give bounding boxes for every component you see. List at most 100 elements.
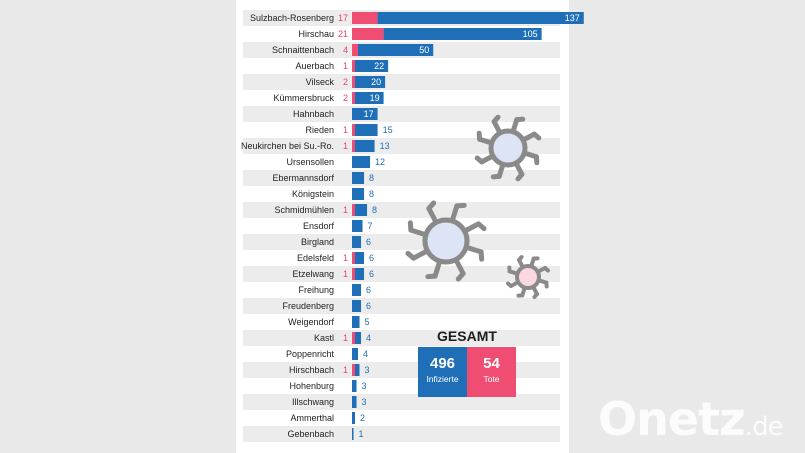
category-label: Freudenberg [282, 301, 334, 311]
category-label: Illschwang [292, 397, 334, 407]
row-stripe [243, 266, 560, 282]
row-stripe [243, 106, 560, 122]
value-label-dead: 1 [343, 365, 348, 375]
category-label: Neukirchen bei Su.-Ro. [241, 141, 334, 151]
value-label-infected: 137 [565, 13, 580, 23]
dead-total-tile: 54 Tote [467, 347, 516, 397]
value-label-dead: 2 [343, 77, 348, 87]
value-label-infected: 13 [380, 141, 390, 151]
category-label: Kastl [314, 333, 334, 343]
bar-infected [355, 92, 384, 104]
value-label-infected: 7 [368, 221, 373, 231]
value-label-infected: 4 [366, 333, 371, 343]
bar-infected [352, 300, 362, 312]
bar-infected [355, 60, 389, 72]
bar-infected [352, 220, 363, 232]
category-label: Rieden [305, 125, 334, 135]
value-label-dead: 17 [338, 13, 348, 23]
value-label-dead: 2 [343, 93, 348, 103]
bar-infected [355, 268, 365, 280]
bar-infected [352, 284, 362, 296]
value-label-infected: 6 [366, 237, 371, 247]
value-label-dead: 21 [338, 29, 348, 39]
category-label: Etzelwang [292, 269, 334, 279]
total-summary: GESAMT 496 Infizierte 54 Tote [418, 328, 516, 397]
bar-infected [355, 252, 365, 264]
infected-total-label: Infizierte [426, 374, 459, 384]
category-label: Weigendorf [288, 317, 334, 327]
category-label: Schnaittenbach [272, 45, 334, 55]
bar-infected [355, 204, 368, 216]
bar-dead [352, 204, 355, 216]
virus-icon [506, 255, 550, 299]
bar-infected [355, 364, 360, 376]
row-stripe [243, 170, 560, 186]
bar-infected [352, 108, 378, 120]
category-label: Hirschbach [289, 365, 334, 375]
infected-total-tile: 496 Infizierte [418, 347, 467, 397]
bar-infected [352, 188, 365, 200]
row-stripe [243, 330, 560, 346]
bar-infected [355, 332, 362, 344]
value-label-infected: 1 [359, 429, 364, 439]
value-label-dead: 1 [343, 269, 348, 279]
bar-infected [383, 28, 542, 40]
category-label: Ursensollen [286, 157, 334, 167]
virus-decorations [405, 114, 550, 299]
bar-infected [352, 236, 362, 248]
category-label: Auerbach [295, 61, 334, 71]
category-label: Gebenbach [287, 429, 334, 439]
row-stripe [243, 298, 560, 314]
value-label-infected: 17 [364, 109, 374, 119]
value-label-infected: 105 [523, 29, 538, 39]
category-label: Hohenburg [289, 381, 334, 391]
value-label-dead: 1 [343, 61, 348, 71]
value-label-infected: 15 [383, 125, 393, 135]
bar-dead [352, 76, 356, 88]
bar-infected [352, 172, 365, 184]
onetz-watermark-logo: Onetz.de [598, 392, 784, 446]
value-label-infected: 22 [374, 61, 384, 71]
value-label-dead: 1 [343, 253, 348, 263]
value-label-infected: 8 [369, 173, 374, 183]
bar-infected [352, 316, 360, 328]
bar-infected [352, 396, 357, 408]
dead-total-label: Tote [483, 374, 500, 384]
bar-dead [352, 12, 378, 24]
category-label: Freihung [298, 285, 334, 295]
value-label-infected: 6 [369, 253, 374, 263]
bar-infected [352, 380, 357, 392]
row-stripe [243, 202, 560, 218]
dead-total-value: 54 [483, 355, 500, 372]
value-label-infected: 5 [365, 317, 370, 327]
value-label-dead: 1 [343, 141, 348, 151]
value-label-infected: 8 [369, 189, 374, 199]
category-label: Birgland [301, 237, 334, 247]
value-label-dead: 1 [343, 205, 348, 215]
virus-icon [474, 114, 542, 182]
bar-infected [352, 348, 359, 360]
value-label-infected: 19 [370, 93, 380, 103]
bar-infected [355, 140, 375, 152]
bar-dead [352, 92, 356, 104]
bar-infected [352, 156, 371, 168]
category-label: Edelsfeld [297, 253, 334, 263]
value-label-infected: 6 [366, 301, 371, 311]
value-label-infected: 8 [372, 205, 377, 215]
category-label: Sulzbach-Rosenberg [250, 13, 334, 23]
value-label-infected: 4 [363, 349, 368, 359]
row-stripe [243, 426, 560, 442]
value-label-infected: 3 [362, 381, 367, 391]
watermark-tld: .de [744, 412, 784, 442]
category-label: Ebermannsdorf [272, 173, 334, 183]
infected-total-value: 496 [429, 355, 456, 372]
bar-infected [355, 124, 378, 136]
bar-dead [352, 252, 355, 264]
bar-infected [377, 12, 584, 24]
bar-dead [352, 364, 355, 376]
total-title: GESAMT [437, 328, 497, 344]
watermark-brand: Onetz [598, 392, 746, 446]
value-label-infected: 6 [366, 285, 371, 295]
value-label-dead: 4 [343, 45, 348, 55]
